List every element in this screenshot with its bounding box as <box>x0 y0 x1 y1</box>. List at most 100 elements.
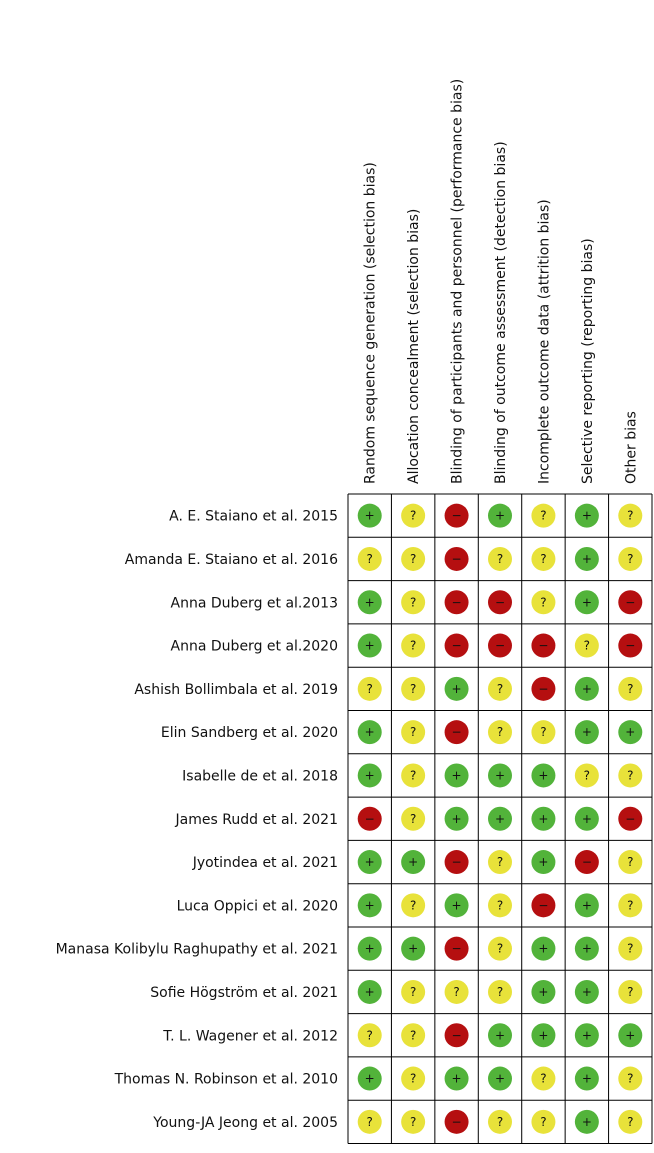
judgment-dot <box>574 1109 599 1134</box>
judgment-dot <box>401 893 426 918</box>
judgment-dot <box>488 763 512 788</box>
judgment-dot <box>357 676 382 701</box>
judgment-symbol: + <box>582 985 592 999</box>
study-label: Ashish Bollimbala et al. 2019 <box>134 682 338 698</box>
judgment-dot <box>574 676 599 701</box>
judgment-dot <box>401 806 426 831</box>
judgment-symbol: + <box>365 509 375 523</box>
judgment-symbol: ? <box>410 552 416 566</box>
judgment-dot <box>444 676 469 701</box>
judgment-dot <box>401 763 426 788</box>
column-header: Random sequence generation (selection bi… <box>363 162 379 484</box>
judgment-symbol: ? <box>627 1115 633 1129</box>
judgment-symbol: + <box>582 942 592 956</box>
judgment-dot <box>401 1109 426 1134</box>
judgment-dot <box>401 546 426 571</box>
judgment-symbol: + <box>582 682 592 696</box>
judgment-symbol: + <box>452 1072 462 1086</box>
judgment-symbol: − <box>538 639 548 653</box>
judgment-dot <box>357 979 382 1004</box>
judgment-symbol: − <box>625 812 635 826</box>
judgment-symbol: ? <box>540 552 546 566</box>
judgment-symbol: ? <box>367 1028 373 1042</box>
judgment-symbol: − <box>452 595 462 609</box>
judgment-dot <box>357 1066 382 1091</box>
judgment-dot <box>574 503 599 528</box>
judgment-symbol: + <box>365 985 375 999</box>
judgment-symbol: − <box>365 812 375 826</box>
judgment-symbol: ? <box>497 552 503 566</box>
judgment-dot <box>618 676 643 701</box>
judgment-dot <box>488 590 512 615</box>
study-label: Young-JA Jeong et al. 2005 <box>152 1115 338 1131</box>
judgment-dot <box>618 893 643 918</box>
judgment-symbol: ? <box>627 682 633 696</box>
judgment-symbol: + <box>582 1028 592 1042</box>
judgment-dot <box>531 590 556 615</box>
study-label: Jyotindea et al. 2021 <box>192 855 338 871</box>
judgment-dot <box>357 936 382 961</box>
judgment-symbol: + <box>582 898 592 912</box>
judgment-dot <box>531 806 556 831</box>
judgment-dot <box>488 633 512 658</box>
judgment-symbol: + <box>625 725 635 739</box>
judgment-dot <box>618 720 643 745</box>
judgment-dot <box>531 979 556 1004</box>
judgment-symbol: + <box>582 509 592 523</box>
judgment-dot <box>531 1109 556 1134</box>
judgment-dot <box>618 590 643 615</box>
judgment-dot <box>574 763 599 788</box>
judgment-dot <box>444 806 469 831</box>
judgment-symbol: ? <box>627 898 633 912</box>
judgment-symbol: ? <box>497 855 503 869</box>
judgment-symbol: ? <box>367 1115 373 1129</box>
judgment-symbol: ? <box>410 509 416 523</box>
judgment-symbol: ? <box>497 985 503 999</box>
judgment-dot <box>488 806 512 831</box>
judgment-dot <box>357 763 382 788</box>
judgment-dot <box>401 590 426 615</box>
study-label: A. E. Staiano et al. 2015 <box>169 509 338 525</box>
judgment-dot <box>357 850 382 875</box>
judgment-dot <box>444 763 469 788</box>
judgment-dot <box>531 763 556 788</box>
judgment-symbol: ? <box>410 812 416 826</box>
study-label: Elin Sandberg et al. 2020 <box>161 725 338 741</box>
judgment-dot <box>488 720 512 745</box>
judgment-symbol: ? <box>453 985 459 999</box>
judgment-symbol: + <box>365 725 375 739</box>
judgment-dot <box>488 893 512 918</box>
judgment-dot <box>531 633 556 658</box>
judgment-symbol: + <box>538 1028 548 1042</box>
judgment-dot <box>444 1023 469 1048</box>
judgment-dot <box>574 720 599 745</box>
judgment-symbol: − <box>452 639 462 653</box>
judgment-symbol: + <box>365 942 375 956</box>
judgment-dot <box>618 546 643 571</box>
judgment-dot <box>618 850 643 875</box>
judgment-dot <box>444 1066 469 1091</box>
judgment-dot <box>488 676 512 701</box>
judgment-symbol: ? <box>627 942 633 956</box>
judgment-dot <box>401 633 426 658</box>
judgment-symbol: ? <box>627 509 633 523</box>
judgment-symbol: ? <box>367 682 373 696</box>
study-label: Luca Oppici et al. 2020 <box>177 898 338 914</box>
judgment-symbol: ? <box>627 1072 633 1086</box>
judgment-dot <box>401 676 426 701</box>
judgment-dot <box>444 979 469 1004</box>
judgment-symbol: ? <box>410 768 416 782</box>
judgment-symbol: ? <box>540 1072 546 1086</box>
judgment-symbol: + <box>452 898 462 912</box>
judgment-dot <box>618 763 643 788</box>
judgment-dot <box>618 633 643 658</box>
column-header: Selective reporting (reporting bias) <box>580 238 596 484</box>
study-label: Sofie Högström et al. 2021 <box>150 985 338 1001</box>
judgment-symbol: ? <box>410 639 416 653</box>
judgment-symbol: − <box>452 855 462 869</box>
judgment-dot <box>618 806 643 831</box>
judgment-symbol: + <box>452 682 462 696</box>
judgment-dot <box>574 979 599 1004</box>
judgment-dot <box>618 979 643 1004</box>
